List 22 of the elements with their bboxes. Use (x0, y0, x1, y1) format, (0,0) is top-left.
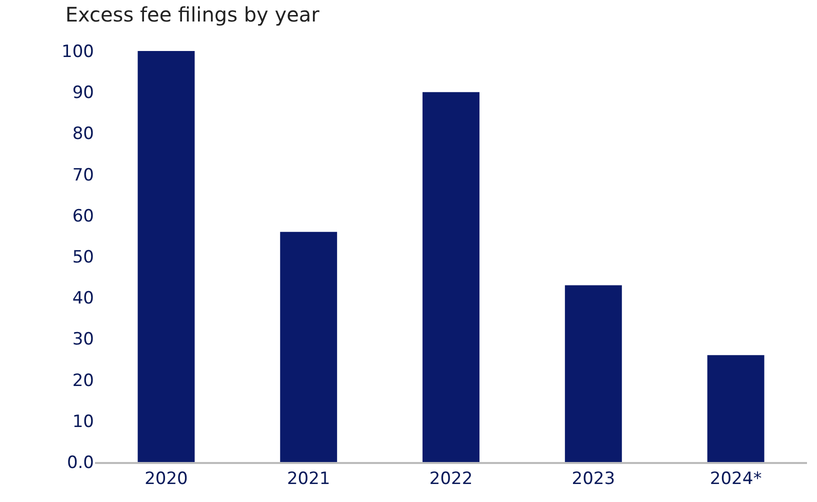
y-tick-label: 30 (72, 330, 94, 350)
x-tick-label: 2020 (144, 469, 188, 490)
y-tick-label: 20 (72, 370, 94, 391)
x-tick-label: 2021 (286, 469, 330, 490)
y-tick-label: 100 (62, 42, 94, 62)
x-tick-label: 2024* (710, 469, 762, 490)
y-tick-label: 10 (72, 412, 94, 432)
y-tick-label: 0.0 (66, 452, 94, 473)
y-tick-label: 90 (72, 83, 94, 104)
x-tick-label: 2022 (429, 469, 473, 490)
bar (280, 232, 338, 462)
chart-title: Excess fee filings by year (65, 2, 320, 27)
bar (707, 355, 764, 462)
bar (564, 285, 622, 462)
bar (422, 92, 480, 462)
y-tick-label: 40 (72, 288, 94, 309)
y-tick-label: 50 (72, 247, 94, 268)
bar (138, 51, 195, 462)
y-tick-label: 80 (72, 124, 94, 144)
x-tick-label: 2023 (572, 469, 616, 490)
y-tick-label: 70 (72, 165, 94, 186)
y-tick-label: 60 (72, 206, 94, 226)
